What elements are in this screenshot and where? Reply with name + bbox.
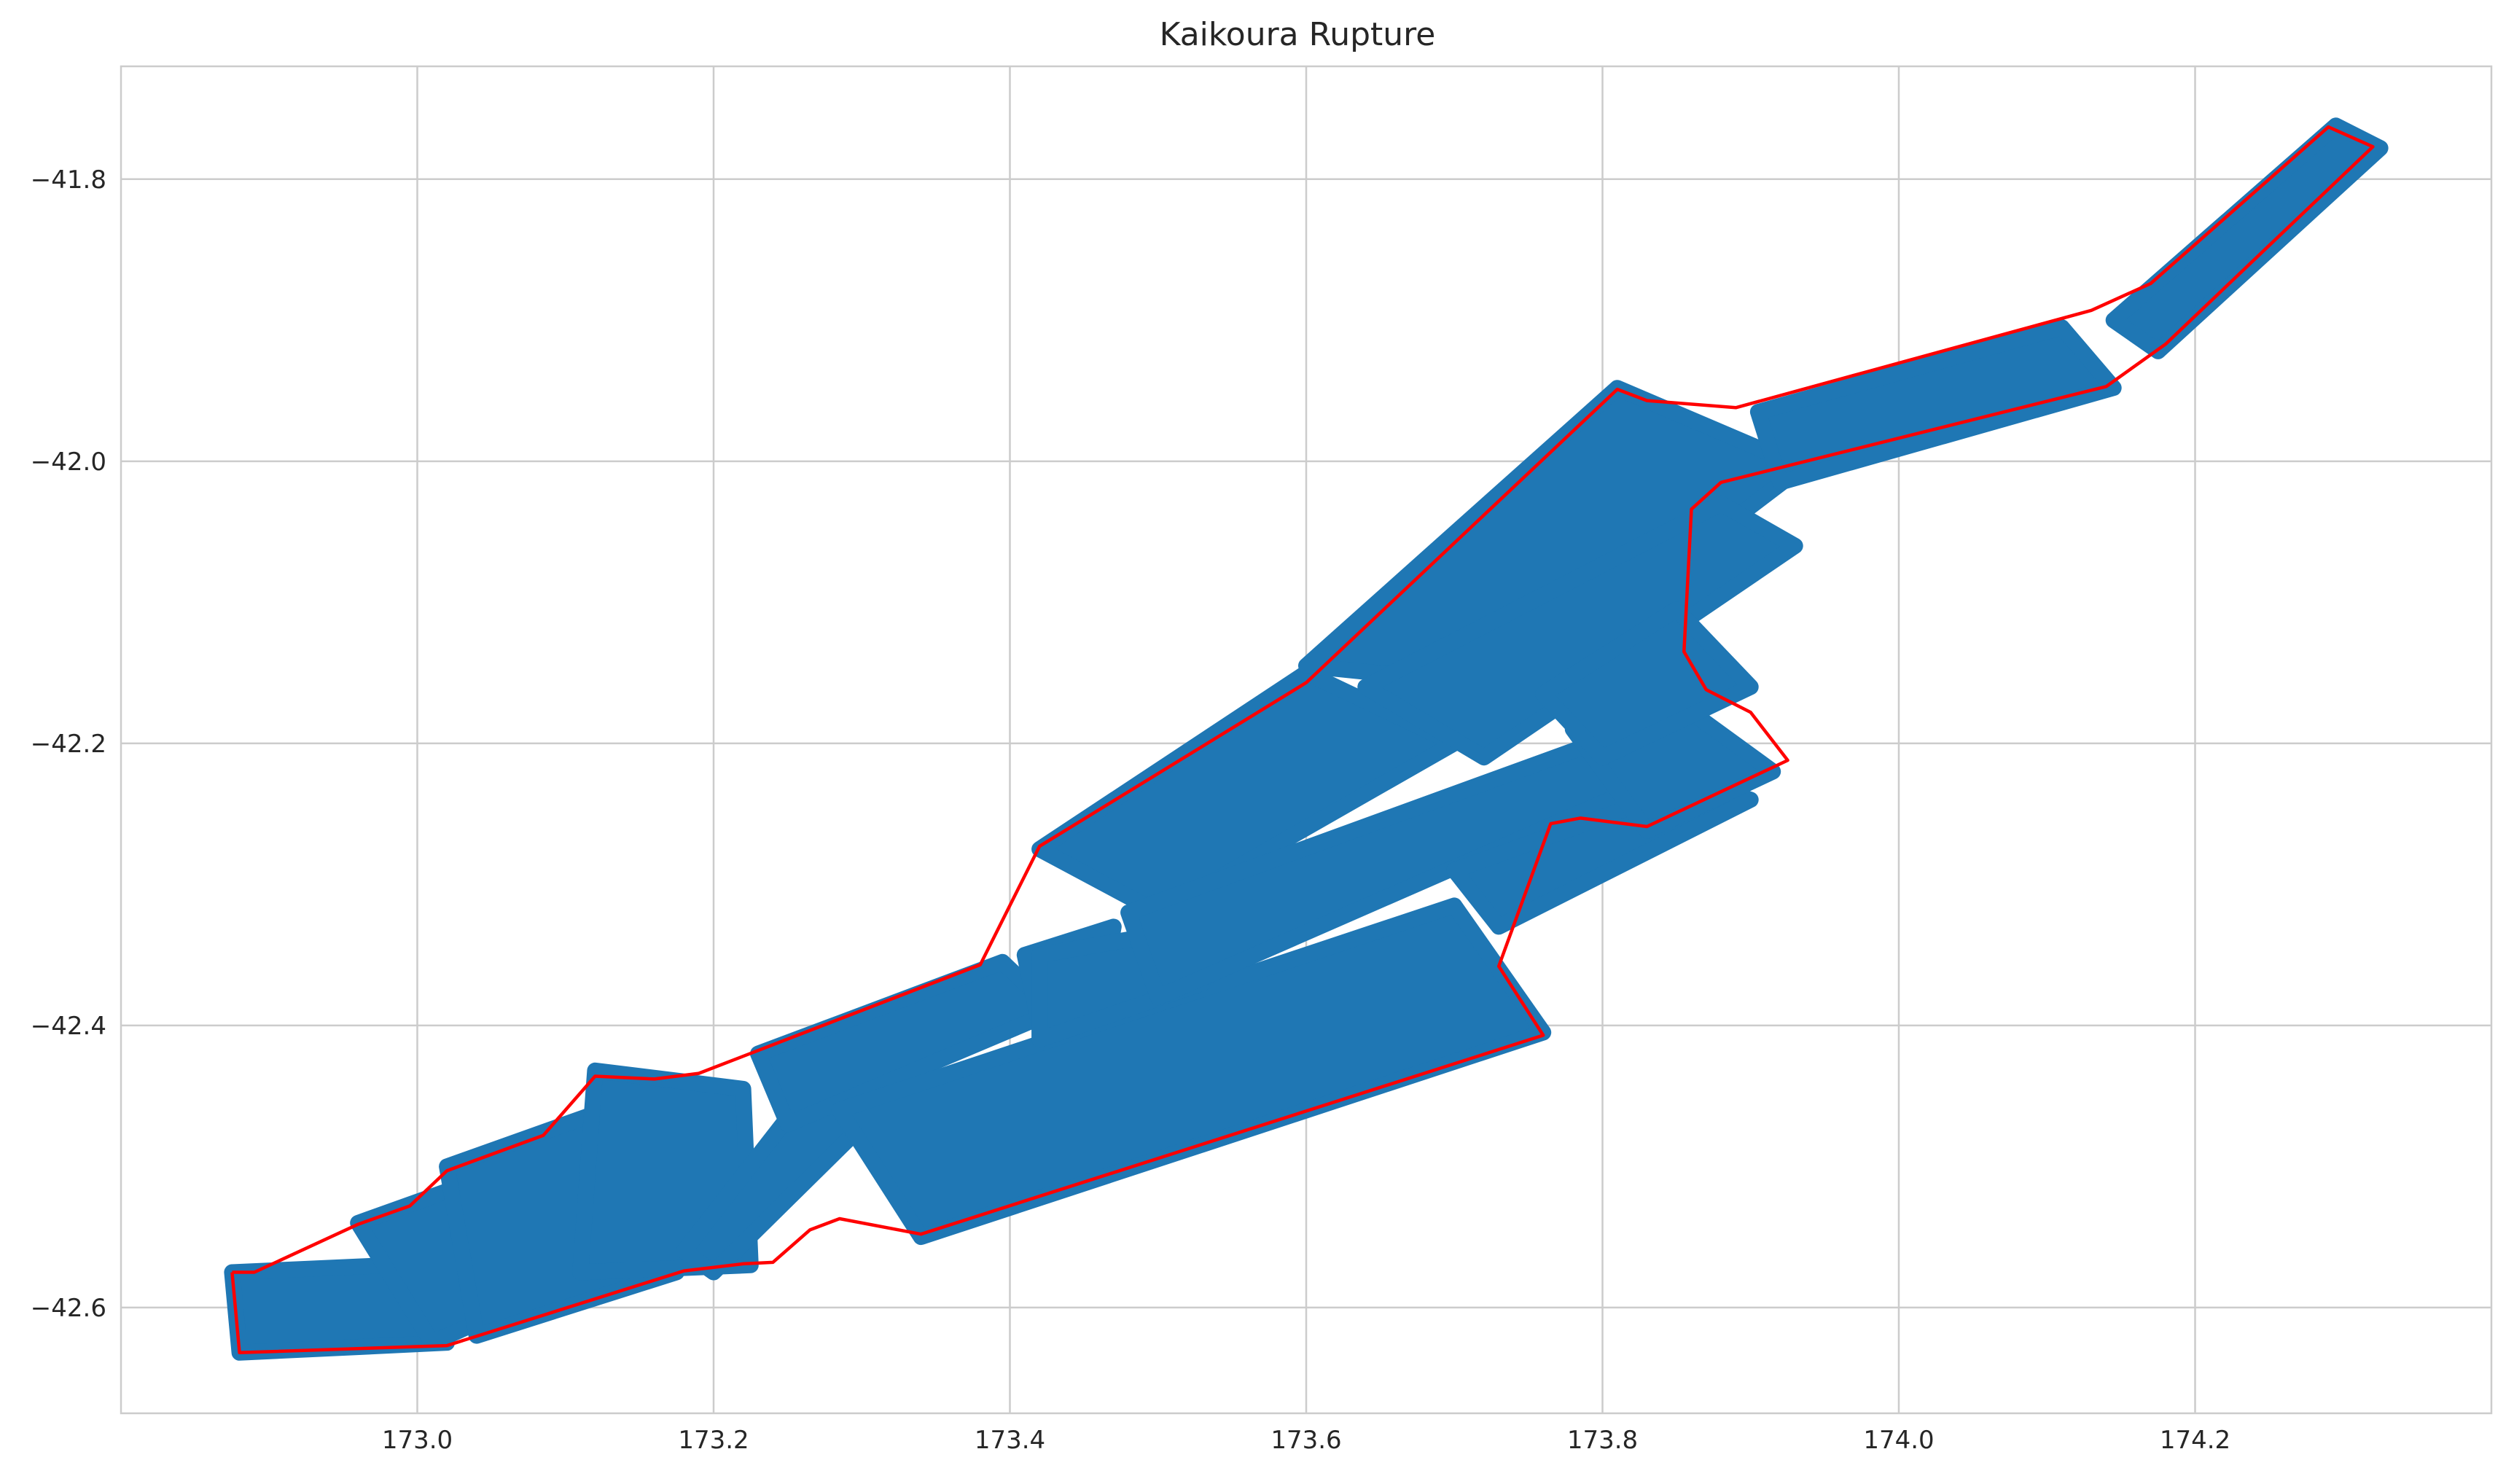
x-tick-label: 174.2 (2160, 1426, 2230, 1455)
y-tick-label: −42.6 (31, 1294, 106, 1323)
y-tick-label: −42.4 (31, 1012, 106, 1041)
x-tick-label: 173.8 (1567, 1426, 1638, 1455)
fault-patches (224, 117, 2389, 1361)
x-tick-labels: 173.0 173.2 173.4 173.6 173.8 174.0 174.2 (382, 1426, 2230, 1455)
x-tick-label: 173.6 (1270, 1426, 1341, 1455)
y-tick-label: −41.8 (31, 165, 106, 195)
x-tick-label: 174.0 (1863, 1426, 1934, 1455)
x-tick-label: 173.4 (975, 1426, 1045, 1455)
fault-patch (1535, 601, 1759, 766)
plot-frame (120, 65, 2493, 1415)
y-tick-label: −42.2 (31, 730, 106, 759)
chart-title: Kaikoura Rupture (1160, 16, 1436, 53)
fault-patch (1749, 319, 2122, 491)
y-tick-label: −42.0 (31, 448, 106, 477)
fault-patch (2105, 117, 2389, 359)
x-tick-label: 173.2 (678, 1426, 749, 1455)
y-tick-labels: −41.8 −42.0 −42.2 −42.4 −42.6 (31, 165, 106, 1323)
x-tick-label: 173.0 (382, 1426, 453, 1455)
rupture-outline (230, 125, 2375, 1355)
